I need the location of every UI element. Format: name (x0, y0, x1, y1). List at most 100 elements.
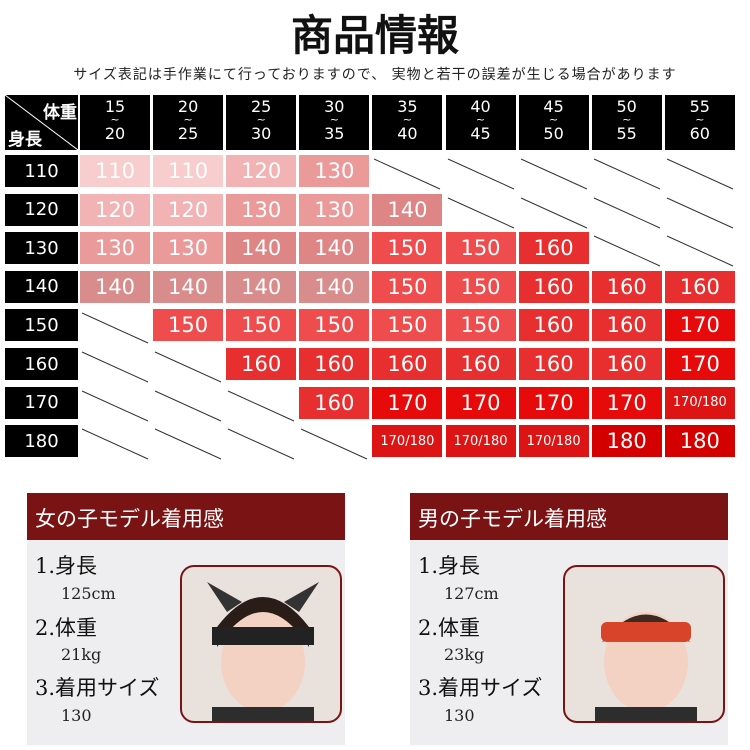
size-cell: 170 (664, 309, 735, 342)
range-mark: ~ (329, 113, 339, 126)
spec-label: 3.着用サイズ (418, 676, 543, 700)
weight-to: 55 (616, 124, 637, 143)
empty-cell (666, 235, 734, 267)
empty-cell (227, 428, 295, 460)
corner-diagonal (5, 95, 78, 150)
size-cell: 160 (591, 309, 662, 342)
size-cell: 120 (153, 193, 224, 226)
column-header: 30 ~35 (299, 95, 370, 150)
weight-from: 30 (324, 97, 345, 116)
weight-to: 35 (324, 124, 345, 143)
size-cell: 160 (591, 270, 662, 303)
weight-to: 30 (251, 124, 272, 143)
size-cell: 140 (153, 270, 224, 303)
size-cell: 160 (518, 270, 589, 303)
size-cell: 170/180 (664, 386, 735, 419)
empty-cell (593, 158, 660, 190)
empty-cell (593, 197, 660, 229)
size-cell: 130 (153, 232, 224, 265)
row-header: 150 (5, 309, 78, 342)
size-cell: 150 (153, 309, 224, 342)
size-cell: 170/180 (518, 425, 589, 458)
size-cell: 160 (518, 309, 589, 342)
column-header: 15 ~20 (80, 95, 150, 150)
model-title: 女の子モデル着用感 (27, 493, 345, 540)
weight-from: 40 (470, 97, 491, 116)
size-cell: 110 (80, 155, 150, 187)
size-cell: 130 (80, 232, 150, 265)
column-header: 25 ~30 (226, 95, 297, 150)
photo-illustration (207, 582, 319, 721)
size-cell: 160 (664, 270, 735, 303)
empty-cell (593, 235, 660, 267)
corner-cell: 体重 身長 (5, 95, 78, 150)
empty-cell (227, 390, 295, 422)
size-cell: 160 (372, 348, 443, 380)
empty-cell (447, 197, 514, 229)
size-cell: 150 (372, 232, 443, 265)
size-cell: 170 (518, 386, 589, 419)
size-cell: 180 (591, 425, 662, 458)
spec-value: 130 (61, 706, 92, 725)
empty-cell (301, 428, 368, 460)
spec-value: 130 (444, 706, 475, 725)
spec-value: 125cm (61, 584, 116, 603)
row-header: 180 (5, 425, 78, 458)
spec-label: 3.着用サイズ (35, 676, 160, 700)
size-cell: 140 (226, 232, 297, 265)
empty-cell (81, 390, 149, 422)
size-cell: 130 (299, 155, 370, 187)
size-cell: 120 (226, 155, 297, 187)
model-photo (563, 565, 725, 723)
weight-to: 20 (104, 124, 126, 143)
weight-to: 25 (177, 124, 199, 143)
range-mark: ~ (256, 113, 266, 126)
range-mark: ~ (475, 113, 486, 126)
weight-from: 35 (397, 97, 418, 116)
row-header: 120 (5, 193, 78, 226)
weight-to: 60 (689, 124, 710, 143)
weight-from: 25 (251, 97, 272, 116)
note: サイズ表記は手作業にて行っておりますので、 実物と若干の誤差が生じる場合がありま… (73, 67, 677, 83)
column-header: 35 ~40 (372, 95, 443, 150)
column-header: 50 ~55 (591, 95, 662, 150)
size-cell: 140 (299, 270, 370, 303)
size-cell: 140 (226, 270, 297, 303)
empty-cell (520, 158, 587, 190)
empty-cell (154, 428, 222, 460)
spec-value: 21kg (61, 645, 102, 664)
range-mark: ~ (622, 113, 632, 126)
size-cell: 150 (445, 232, 516, 265)
range-mark: ~ (548, 113, 559, 126)
weight-from: 20 (177, 97, 199, 116)
empty-cell (520, 197, 587, 229)
spec-label: 2.体重 (418, 616, 481, 640)
size-cell: 160 (518, 348, 589, 380)
size-cell: 150 (445, 270, 516, 303)
spec-label: 2.体重 (35, 616, 98, 640)
empty-cell (666, 158, 734, 190)
column-header: 55 ~60 (664, 95, 735, 150)
empty-cell (81, 312, 149, 344)
empty-cell (154, 390, 222, 422)
row-header: 130 (5, 232, 78, 265)
size-cell: 140 (299, 232, 370, 265)
empty-cell (81, 351, 149, 383)
range-mark: ~ (110, 113, 120, 126)
size-cell: 150 (226, 309, 297, 342)
size-cell: 170/180 (445, 425, 516, 458)
size-cell: 140 (372, 193, 443, 226)
title: 商品情報 (290, 11, 459, 60)
size-cell: 150 (445, 309, 516, 342)
size-cell: 160 (226, 348, 297, 380)
size-cell: 120 (80, 193, 150, 226)
empty-cell (374, 158, 441, 190)
column-header: 45 ~50 (518, 95, 589, 150)
size-cell: 180 (664, 425, 735, 458)
range-mark: ~ (695, 113, 705, 126)
model-photo (180, 565, 342, 723)
row-header: 160 (5, 348, 78, 380)
size-cell: 170 (445, 386, 516, 419)
size-cell: 150 (299, 309, 370, 342)
